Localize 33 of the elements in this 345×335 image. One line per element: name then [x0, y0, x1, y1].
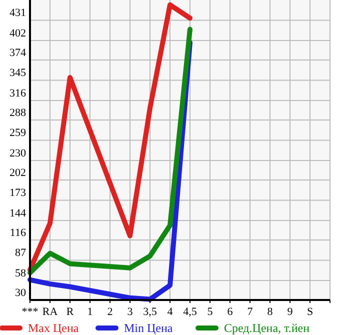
y-tick-label: 173 — [10, 187, 26, 200]
y-tick-label: 431 — [10, 7, 26, 20]
x-tick-label: 1 — [87, 306, 93, 318]
y-tick-label: 345 — [10, 67, 26, 80]
x-tick-label: 6 — [227, 306, 234, 318]
legend-label: Min Цена — [124, 321, 174, 335]
legend-label: Max Цена — [28, 321, 80, 335]
y-tick-label: 316 — [10, 87, 26, 100]
x-tick-label: 4,5 — [183, 306, 198, 318]
x-tick-label: R — [66, 306, 74, 318]
y-tick-label: 374 — [10, 47, 26, 59]
x-tick-label: 3,5 — [143, 306, 158, 318]
y-tick-label: 402 — [10, 27, 26, 40]
x-tick-label: 4 — [167, 306, 174, 318]
x-tick-label: 3 — [127, 306, 134, 318]
x-tick-label: 5 — [207, 306, 214, 318]
x-tick-label: 7 — [247, 306, 254, 318]
y-tick-label: 144 — [10, 207, 26, 220]
x-tick-label: *** — [22, 306, 38, 318]
x-tick-label: 2 — [107, 306, 113, 318]
y-tick-label: 116 — [10, 227, 26, 239]
y-tick-label: 230 — [10, 147, 26, 160]
x-tick-label: RA — [42, 306, 58, 318]
x-tick-label: 9 — [287, 306, 294, 318]
x-tick-label: S — [306, 306, 314, 318]
x-tick-label: 8 — [267, 306, 274, 318]
y-tick-label: 288 — [10, 107, 26, 119]
y-tick-label: 58 — [15, 267, 26, 280]
y-tick-label: 259 — [10, 127, 26, 140]
y-tick-label: 202 — [10, 167, 26, 179]
legend-label: Сред.Цена, т.йен — [224, 321, 310, 335]
y-tick-label: 30 — [15, 287, 26, 299]
y-tick-label: 87 — [15, 247, 26, 260]
